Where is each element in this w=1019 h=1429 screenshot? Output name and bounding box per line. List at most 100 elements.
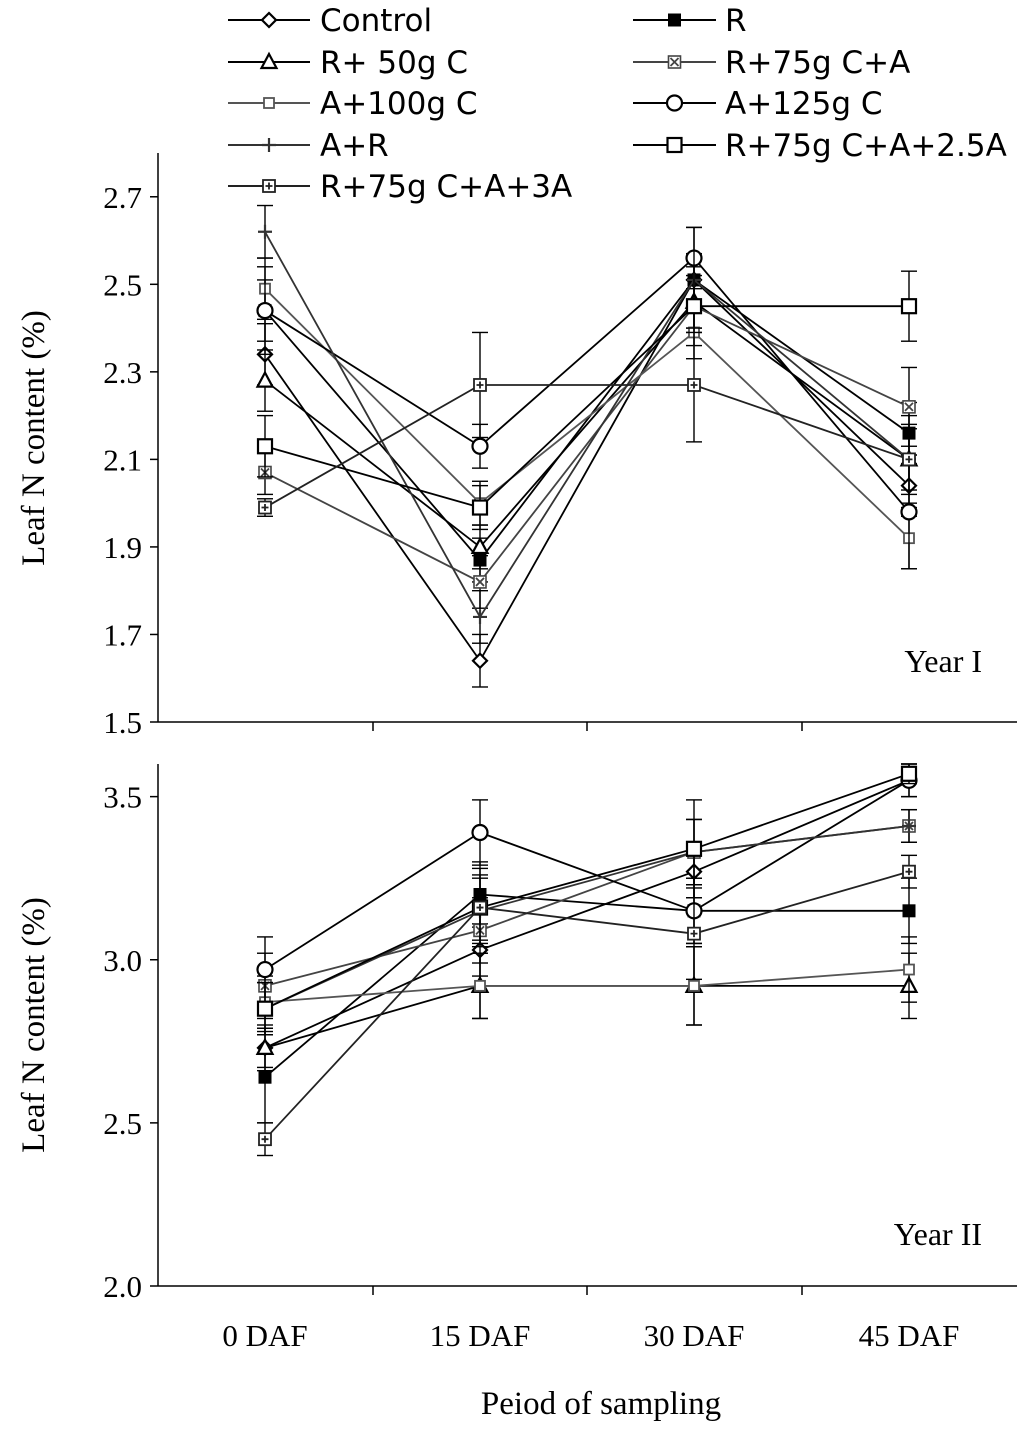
- legend-marker: [260, 11, 278, 29]
- data-point: [258, 1070, 272, 1084]
- data-point: [902, 452, 916, 467]
- series-line: [264, 278, 910, 663]
- series-line: [264, 300, 910, 549]
- series-line: [264, 870, 910, 1140]
- y-tick-label: 1.9: [103, 530, 142, 565]
- legend-marker: [259, 51, 279, 70]
- series-line: [264, 825, 910, 987]
- legend-item: R+ 50g C: [228, 45, 468, 81]
- series-5: [257, 257, 917, 570]
- legend: Control R R+ 50g C R+75g C+A A+100g C A+125g …: [228, 3, 1007, 205]
- y-ticks: 1.5 1.7 1.9 2.1 2.3 2.5 2.7: [103, 180, 158, 740]
- data-point: [902, 864, 916, 879]
- panel-label: Year II: [894, 1216, 982, 1252]
- y-tick-label: 2.1: [103, 442, 142, 477]
- series-line: [264, 825, 910, 1010]
- data-point: [258, 1132, 272, 1147]
- data-point: [473, 575, 487, 589]
- series-line: [264, 305, 910, 584]
- data-point: [900, 765, 918, 782]
- x-category-labels: 0 DAF 15 DAF 30 DAF 45 DAF: [222, 1318, 959, 1353]
- legend-item: A+100g C: [228, 86, 478, 122]
- legend-item: R+75g C+A+3A: [228, 169, 572, 205]
- y-tick-label: 2.5: [103, 1106, 142, 1141]
- y-tick-label: 1.5: [103, 705, 142, 740]
- legend-marker: [665, 94, 684, 112]
- y-tick-label: 2.0: [103, 1269, 142, 1304]
- data-point: [902, 904, 916, 918]
- y-axis-title: Leaf N content (%): [16, 897, 52, 1153]
- series-3: [255, 274, 919, 570]
- data-point: [256, 438, 274, 455]
- y-tick-label: 2.3: [103, 355, 142, 390]
- data-point: [258, 224, 272, 239]
- series-8: [256, 266, 918, 531]
- y-tick-label: 1.7: [103, 617, 142, 652]
- data-point: [255, 370, 275, 388]
- y-axis-title: Leaf N content (%): [16, 310, 52, 566]
- series-line: [264, 231, 910, 619]
- series-line: [264, 305, 909, 509]
- series-line: [264, 779, 910, 971]
- data-point: [900, 503, 918, 521]
- series-1: [256, 252, 918, 688]
- series-line: [264, 779, 910, 1049]
- series-9: [257, 854, 917, 1157]
- data-point: [473, 609, 487, 624]
- legend-label: Control: [320, 3, 432, 39]
- data-point: [685, 298, 703, 315]
- series-line: [264, 893, 909, 1078]
- data-point: [471, 823, 489, 842]
- legend-label: A+R: [320, 128, 389, 164]
- panel-year-1: 1.5 1.7 1.9 2.1 2.3 2.5 2.7 Year I Leaf N cont…: [16, 153, 1017, 740]
- series-line: [264, 256, 910, 513]
- data-point: [473, 378, 487, 392]
- x-ticks: [372, 722, 803, 731]
- legend-label: A+100g C: [320, 86, 478, 122]
- y-tick-label: 2.5: [103, 267, 142, 302]
- series-line: [264, 968, 910, 1004]
- data-point: [902, 818, 916, 833]
- data-point: [471, 499, 489, 516]
- series-4: [257, 279, 917, 609]
- legend-label: R+75g C+A+3A: [320, 169, 572, 205]
- data-point: [255, 1037, 275, 1055]
- data-point: [474, 979, 486, 992]
- legend-marker: [263, 97, 275, 109]
- data-point: [256, 1000, 274, 1017]
- data-point: [470, 536, 490, 555]
- legend-marker: [262, 138, 276, 152]
- series-layer: [255, 763, 919, 1157]
- legend-item: R+75g C+A: [633, 45, 910, 81]
- series-line: [264, 288, 910, 539]
- legend-label: R+75g C+A: [725, 45, 910, 81]
- legend-label: R+ 50g C: [320, 45, 468, 81]
- y-tick-label: 2.7: [103, 180, 142, 215]
- data-point: [471, 652, 489, 670]
- data-point: [256, 301, 274, 320]
- legend-item: Control: [228, 3, 432, 39]
- data-point: [685, 840, 703, 857]
- x-tick-label: 15 DAF: [430, 1318, 531, 1353]
- data-point: [687, 378, 701, 392]
- series-line: [264, 278, 910, 562]
- series-4: [257, 808, 917, 1020]
- series-1: [256, 763, 918, 1072]
- legend-label: R: [725, 3, 747, 39]
- data-point: [256, 960, 274, 979]
- series-9: [257, 327, 917, 517]
- panel-label: Year I: [904, 643, 982, 679]
- series-8: [256, 763, 918, 1036]
- series-layer: [255, 204, 919, 688]
- legend-marker: [667, 55, 682, 69]
- data-point: [473, 900, 487, 915]
- legend-marker: [668, 13, 681, 27]
- legend-label: A+125g C: [725, 86, 883, 122]
- x-axis-title: Peiod of sampling: [481, 1386, 721, 1422]
- y-ticks: 2.0 2.5 3.0 3.5: [103, 780, 158, 1304]
- data-point: [688, 979, 700, 992]
- data-point: [903, 963, 915, 976]
- x-tick-label: 0 DAF: [222, 1318, 307, 1353]
- legend-item: R+75g C+A+2.5A: [633, 128, 1007, 164]
- series-5: [257, 936, 917, 1029]
